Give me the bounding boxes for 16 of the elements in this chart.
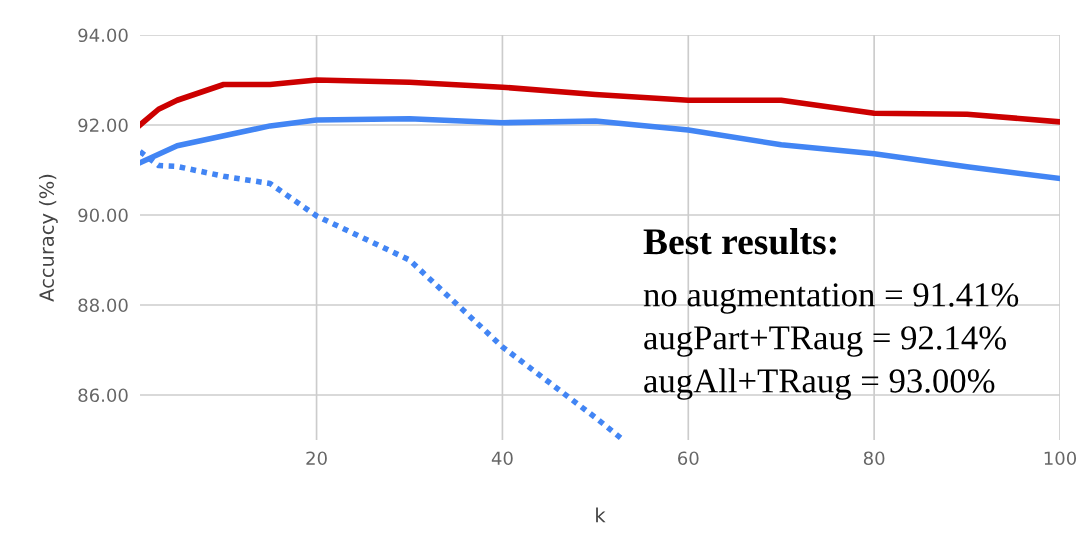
y-tick-label: 94.00 bbox=[78, 28, 128, 43]
x-tick-label: 20 bbox=[306, 451, 327, 466]
y-tick-label: 92.00 bbox=[78, 118, 128, 133]
y-axis-title: Accuracy (%) bbox=[38, 174, 58, 302]
y-tick-label: 86.00 bbox=[78, 388, 128, 403]
x-tick-label: 100 bbox=[1044, 451, 1077, 466]
y-tick-label: 90.00 bbox=[78, 208, 128, 223]
annotation: no augmentation = 91.41% bbox=[643, 283, 1019, 314]
x-tick-label: 60 bbox=[678, 451, 699, 466]
y-tick-label: 88.00 bbox=[78, 298, 128, 313]
x-tick-label: 40 bbox=[491, 451, 513, 466]
x-axis-title: k bbox=[596, 507, 606, 523]
x-tick-label: 80 bbox=[863, 451, 885, 466]
annotation: Best results: bbox=[643, 228, 836, 255]
annotation: augPart+TRaug = 92.14% bbox=[644, 326, 1006, 357]
annotation: augAll+TRaug = 93.00% bbox=[644, 368, 995, 400]
